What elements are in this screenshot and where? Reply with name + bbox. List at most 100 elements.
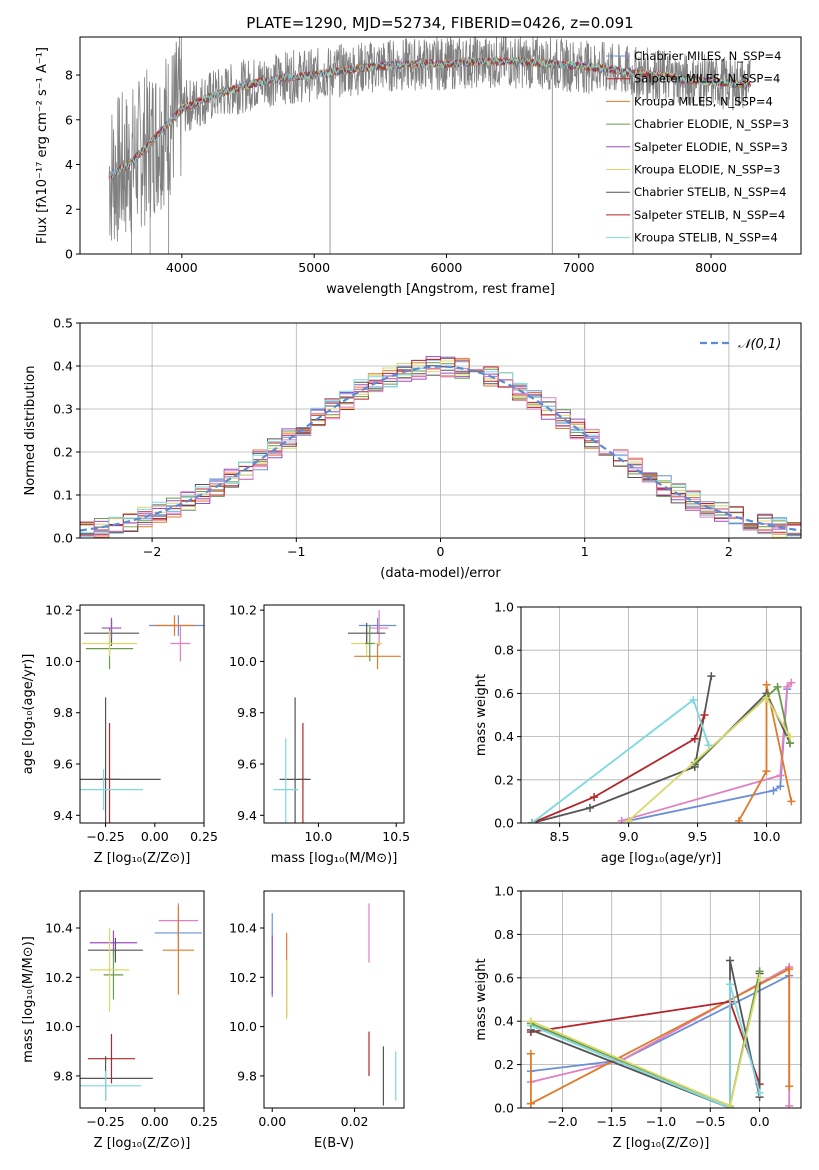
y-axis-label: mass weight: [474, 674, 489, 756]
mass-weight-line: [531, 714, 706, 823]
y-tick-label: 0.4: [494, 1014, 514, 1029]
y-tick-label: 10.0: [229, 1019, 257, 1034]
gaussian-curve: [80, 365, 801, 532]
axes-frame: [79, 322, 802, 539]
x-tick-label: 0.02: [341, 1114, 369, 1129]
x-axis-label: wavelength [Angstrom, rest frame]: [326, 282, 555, 297]
mass-weight-marker: [585, 803, 594, 812]
mass-weight-line: [530, 967, 791, 1105]
plot-area: [108, 37, 751, 254]
mass-weight-marker: [776, 771, 785, 780]
y-tick-label: 0: [65, 247, 73, 262]
y-tick-label: 9.8: [237, 705, 257, 720]
mass-weight-marker: [785, 1082, 794, 1091]
x-tick-label: 0: [437, 544, 445, 559]
y-tick-label: 0.4: [494, 729, 514, 744]
mass-weight-marker: [785, 965, 794, 974]
mass-weight-marker: [700, 711, 709, 719]
mass-weight-marker: [726, 956, 735, 965]
mass-weight-marker: [755, 1088, 764, 1097]
mass-weight-marker: [785, 732, 794, 741]
plot-area: [80, 903, 203, 1101]
y-tick-label: 0.6: [494, 970, 514, 985]
x-tick-label: −1.0: [646, 1114, 676, 1129]
mass-weight-line: [531, 675, 713, 823]
mass-weight-marker: [726, 980, 735, 989]
mass-weight-marker: [734, 816, 743, 823]
legend-label: Kroupa MILES, N_SSP=4: [634, 94, 773, 108]
x-tick-label: 8000: [695, 260, 727, 275]
mass-weight-marker: [624, 816, 633, 823]
y-tick-label: 1.0: [494, 600, 514, 615]
panel-1: 4000 5000 6000 7000 8000 0 2 4 6 8 wavelength [Ang…: [35, 36, 802, 297]
panel-4: 10.0 10.5 9.4 9.6 9.8 10.0 10.2 mass [log₁₀(M/M…: [229, 603, 410, 866]
legend-label: Salpeter STELIB, N_SSP=4: [634, 208, 785, 222]
y-tick-label: 0.8: [494, 927, 514, 942]
y-tick-label: 10.4: [229, 920, 257, 935]
x-tick-label: 9.5: [688, 829, 708, 844]
y-tick-label: 10.2: [229, 970, 257, 985]
plot-area: [80, 356, 801, 538]
mass-weight-marker: [785, 1101, 794, 1108]
y-tick-label: 9.4: [237, 808, 257, 823]
panels: 4000 5000 6000 7000 8000 0 2 4 6 8 wavelength [Ang…: [21, 36, 802, 1151]
x-tick-label: −1.5: [597, 1114, 627, 1129]
panel-3: −0.25 0.00 0.25 9.4 9.6 9.8 10.0 10.2 Z [log₁₀(Z…: [21, 603, 218, 866]
legend-label: Salpeter ELODIE, N_SSP=3: [634, 140, 788, 154]
x-tick-label: −2.0: [547, 1114, 577, 1129]
legend-label: 𝒩(0,1): [738, 337, 781, 352]
mass-weight-marker: [526, 1017, 535, 1026]
plot-area: [271, 903, 397, 1106]
y-axis-label: age [log₁₀(age/yr)]: [21, 654, 36, 775]
x-tick-label: 1: [581, 544, 589, 559]
x-tick-label: 10.5: [382, 829, 410, 844]
mass-weight-marker: [707, 672, 716, 681]
y-tick-label: 0.5: [53, 316, 73, 331]
y-tick-label: 9.6: [237, 757, 257, 772]
y-tick-label: 10.2: [45, 970, 73, 985]
legend-label: Kroupa STELIB, N_SSP=4: [634, 231, 778, 245]
x-tick-label: 0.25: [190, 1114, 218, 1129]
mass-weight-marker: [762, 693, 771, 702]
axes-frame: [263, 890, 405, 1109]
x-axis-label: Z [log₁₀(Z/Z⊙)]: [94, 1136, 191, 1151]
y-tick-label: 10.2: [45, 603, 73, 618]
mass-weight-marker: [787, 797, 796, 806]
x-axis-label: mass [log₁₀(M/M⊙)]: [271, 851, 398, 866]
model-spectrum: [108, 56, 751, 179]
mass-weight-marker: [755, 973, 764, 982]
plot-area: [273, 610, 401, 823]
x-tick-label: 8.5: [550, 829, 570, 844]
x-tick-label: 7000: [563, 260, 595, 275]
x-axis-label: age [log₁₀(age/yr)]: [601, 851, 722, 866]
panel-5: 8.5 9.0 9.5 10.0 0.0 0.2 0.4 0.6 0.8 1.0 age [log₁…: [474, 600, 802, 866]
mass-weight-line: [738, 684, 793, 822]
mass-weight-marker: [783, 682, 792, 691]
x-tick-label: 0.00: [141, 829, 169, 844]
y-tick-label: 9.8: [53, 705, 73, 720]
y-tick-label: 4: [65, 157, 73, 172]
x-tick-label: −0.25: [86, 1114, 124, 1129]
y-tick-label: 0.0: [494, 816, 514, 831]
y-axis-label: mass weight: [474, 958, 489, 1040]
y-tick-label: 0.8: [494, 643, 514, 658]
y-tick-label: 10.0: [229, 654, 257, 669]
y-axis-label: Normed distribution: [23, 366, 38, 496]
mass-weight-marker: [762, 767, 771, 776]
y-tick-label: 10.2: [229, 603, 257, 618]
plot-area: [526, 956, 794, 1108]
panel-8: −2.0 −1.5 −1.0 −0.5 0.0 0.0 0.2 0.4 0.6 0.8 1.0 Z […: [474, 884, 802, 1151]
x-tick-label: 0.00: [258, 1114, 286, 1129]
mass-weight-marker: [769, 786, 778, 795]
mass-weight-marker: [773, 682, 782, 691]
mass-weight-marker: [526, 1099, 535, 1108]
x-axis-label: Z [log₁₀(Z/Z⊙)]: [613, 1136, 710, 1151]
x-tick-label: 0.25: [190, 829, 218, 844]
mass-weight-line: [628, 689, 789, 822]
mass-weight-marker: [726, 1101, 735, 1108]
mass-weight-marker: [590, 793, 599, 802]
x-tick-label: 4000: [166, 260, 198, 275]
axes-frame: [520, 890, 802, 1109]
x-tick-label: −0.5: [695, 1114, 725, 1129]
legend-label: Chabrier STELIB, N_SSP=4: [634, 185, 786, 199]
